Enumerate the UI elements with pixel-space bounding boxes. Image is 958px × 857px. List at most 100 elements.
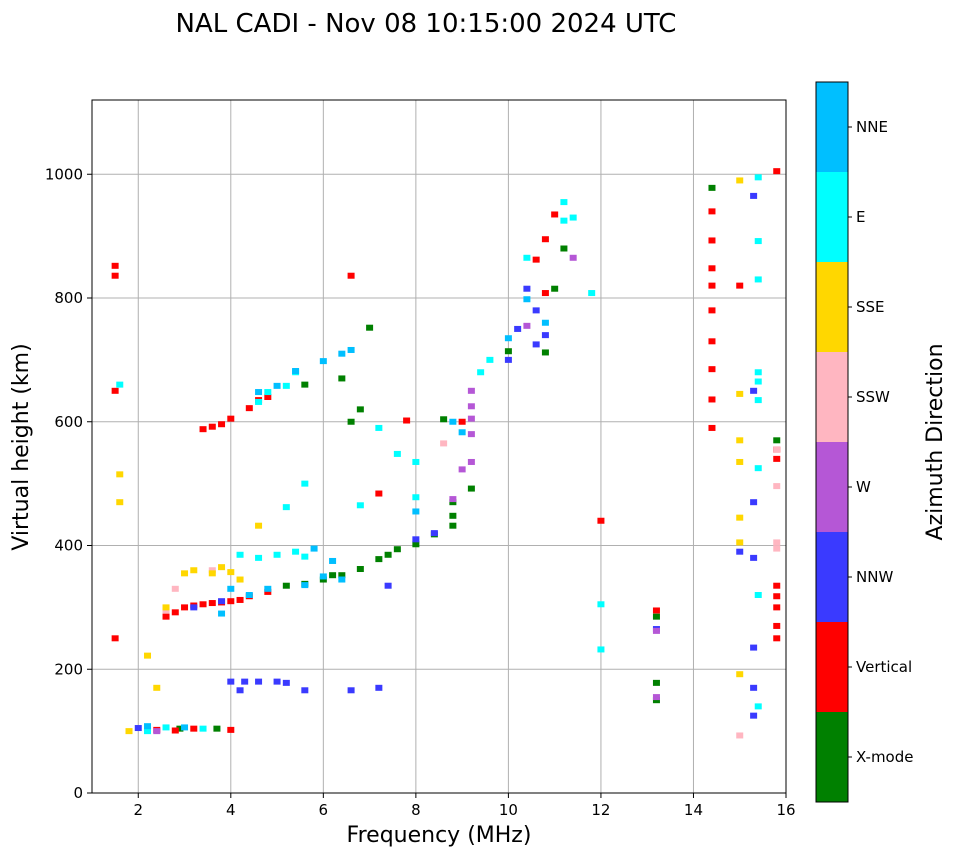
echo-point-vertical [375, 490, 383, 497]
echo-point-e [292, 548, 300, 555]
echo-point-nnw [301, 687, 309, 694]
echo-point-nne [319, 358, 327, 365]
colorbar-segment [816, 532, 848, 622]
x-tick-label: 8 [411, 801, 421, 819]
echo-point-sse [736, 514, 744, 521]
echo-point-sse [736, 539, 744, 546]
echo-point-nne [218, 610, 226, 617]
echo-point-x-mode [652, 697, 660, 704]
echo-point-w [569, 254, 577, 261]
echo-point-vertical [708, 307, 716, 314]
echo-point-vertical [236, 596, 244, 603]
x-tick-label: 14 [684, 801, 703, 819]
echo-point-nnw [241, 678, 249, 685]
echo-point-nne [338, 350, 346, 357]
echo-point-nnw [412, 536, 420, 543]
echo-point-vertical [199, 601, 207, 608]
echo-point-x-mode [467, 485, 475, 492]
x-tick-label: 16 [776, 801, 795, 819]
echo-point-e [754, 465, 762, 472]
echo-point-x-mode [338, 572, 346, 579]
echo-point-nne [245, 592, 253, 598]
echo-point-w [467, 403, 475, 410]
echo-point-x-mode [356, 406, 364, 413]
x-tick-label: 10 [499, 801, 518, 819]
y-tick-label: 400 [54, 537, 83, 555]
colorbar-tick-label: SSW [856, 388, 890, 406]
echo-point-e [236, 551, 244, 558]
echo-point-e [144, 728, 152, 735]
echo-point-nne [144, 723, 152, 730]
echo-point-x-mode [338, 375, 346, 382]
echo-point-nnw [750, 712, 758, 719]
echo-point-e [412, 494, 420, 501]
echo-point-vertical [708, 338, 716, 345]
echo-point-vertical [773, 635, 781, 642]
echo-point-x-mode [347, 418, 355, 425]
echo-point-nne [273, 382, 281, 389]
colorbar-segment [816, 352, 848, 442]
y-tick-label: 0 [73, 784, 83, 802]
echo-point-e [477, 369, 485, 376]
colorbar-tick-label: E [856, 208, 865, 226]
echo-point-vertical [708, 208, 716, 215]
echo-point-nnw [273, 678, 281, 685]
echo-point-sse [227, 569, 235, 576]
echo-point-sse [144, 652, 152, 659]
echo-point-e [162, 724, 170, 731]
colorbar-segment [816, 712, 848, 802]
echo-point-vertical [227, 415, 235, 422]
echo-point-vertical [111, 272, 119, 279]
echo-point-sse [116, 471, 124, 478]
echo-point-ssw [773, 539, 781, 546]
echo-point-nnw [514, 325, 522, 332]
echo-point-x-mode [449, 499, 457, 506]
echo-point-e [597, 646, 605, 653]
echo-point-e [255, 398, 263, 405]
echo-point-vertical [347, 272, 355, 279]
echo-point-vertical [708, 424, 716, 431]
echo-point-x-mode [652, 613, 660, 620]
echo-point-sse [208, 570, 216, 577]
echo-point-nne [310, 545, 318, 552]
echo-point-w [449, 496, 457, 503]
echo-point-x-mode [356, 566, 364, 573]
x-tick-label: 4 [226, 801, 236, 819]
echo-point-x-mode [773, 437, 781, 444]
echo-point-sse [162, 604, 170, 611]
echo-point-vertical [171, 609, 179, 616]
echo-point-e [301, 553, 309, 560]
echo-point-sse [736, 390, 744, 397]
echo-point-x-mode [393, 546, 401, 553]
echo-point-w [652, 694, 660, 701]
echo-point-x-mode [708, 184, 716, 191]
echo-point-vertical [218, 421, 226, 428]
echo-point-vertical [532, 256, 540, 263]
echo-point-nnw [750, 644, 758, 651]
echo-point-e [116, 381, 124, 388]
x-axis-ticks: 2 4 6 8 10 12 14 16 [133, 793, 796, 819]
colorbar-segment [816, 82, 848, 172]
echo-point-w [458, 466, 466, 473]
echo-point-ssw [162, 607, 170, 614]
echo-point-sse [736, 177, 744, 184]
echo-point-sse [236, 576, 244, 583]
echo-point-vertical [773, 622, 781, 629]
echo-point-vertical [111, 387, 119, 394]
colorbar-tick-label: NNE [856, 118, 888, 136]
colorbar-tick-label: SSE [856, 298, 885, 316]
echo-point-e [597, 601, 605, 608]
echo-point-e [486, 356, 494, 363]
echo-point-e [754, 174, 762, 181]
echo-point-nnw [347, 687, 355, 694]
echo-point-nnw [736, 548, 744, 555]
echo-point-ssw [208, 567, 216, 574]
echo-point-nne [319, 573, 327, 580]
echo-point-sse [190, 567, 198, 574]
echo-point-nnw [750, 554, 758, 561]
echo-point-nnw [375, 684, 383, 691]
echo-point-vertical [551, 211, 559, 218]
echo-point-x-mode [329, 572, 337, 579]
x-tick-label: 6 [319, 801, 329, 819]
